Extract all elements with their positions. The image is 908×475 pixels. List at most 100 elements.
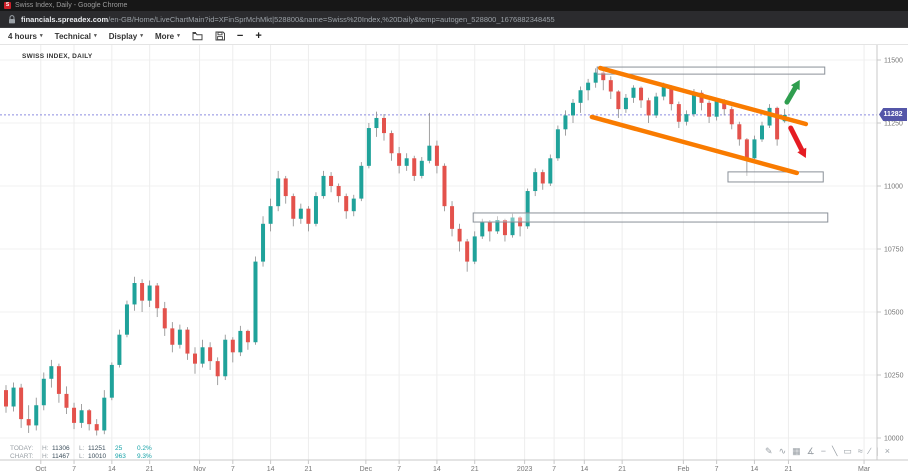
technical-dropdown[interactable]: Technical ▾ <box>55 32 97 41</box>
chevron-down-icon: ▾ <box>177 33 180 39</box>
bullish-arrow[interactable] <box>784 85 798 105</box>
svg-text:14: 14 <box>108 466 116 473</box>
svg-text:Mar: Mar <box>858 466 871 473</box>
legend-today-h-label: H: <box>42 445 49 452</box>
legend-chart-row: CHART: H: 11467 L: 10010 963 9.3% <box>10 453 161 461</box>
interval-dropdown[interactable]: 4 hours ▾ <box>8 32 43 41</box>
trendline-icon[interactable]: ╲ <box>831 446 838 456</box>
resistance-box-top[interactable] <box>596 66 826 75</box>
support-box-mid[interactable] <box>727 171 824 183</box>
legend-chart-l-label: L: <box>79 453 85 460</box>
save-icon <box>215 31 225 41</box>
save-chart-button[interactable] <box>215 31 225 41</box>
spreadex-favicon: S <box>4 2 11 9</box>
svg-text:10000: 10000 <box>884 436 904 443</box>
divider: | <box>876 446 879 456</box>
technical-dropdown-label: Technical <box>54 31 91 41</box>
svg-text:10750: 10750 <box>884 247 904 254</box>
window-title: Swiss Index, Daily - Google Chrome <box>15 2 128 9</box>
close-drawbar-icon[interactable]: × <box>884 446 890 456</box>
legend-today-change-pct: 0.2% <box>137 445 152 452</box>
candlestick-series <box>4 68 787 436</box>
legend-chart-label: CHART: <box>10 453 34 460</box>
url-path: /en-GB/Home/LiveChartMain?id=XFinSprMchM… <box>108 14 555 24</box>
chart-toolbar: 4 hours ▾ Technical ▾ Display ▾ More ▾ <box>0 28 908 45</box>
more-dropdown[interactable]: More ▾ <box>155 32 180 41</box>
svg-text:Oct: Oct <box>35 466 46 473</box>
chevron-down-icon: ▾ <box>140 33 143 39</box>
legend-today-high: 11306 <box>52 445 70 452</box>
chart-annotations[interactable] <box>472 65 829 223</box>
svg-text:11250: 11250 <box>884 121 903 128</box>
bearish-arrow-head[interactable] <box>797 147 807 159</box>
legend-chart-change: 963 <box>115 453 126 460</box>
display-dropdown-label: Display <box>108 31 138 41</box>
legend-chart-change-pct: 9.3% <box>137 453 152 460</box>
ohlc-legend: TODAY: H: 11306 L: 11251 25 0.2% CHART: … <box>10 445 161 461</box>
url-domain: financials.spreadex.com <box>21 14 109 24</box>
svg-text:Feb: Feb <box>677 466 689 473</box>
svg-text:7: 7 <box>397 466 401 473</box>
svg-text:7: 7 <box>231 466 235 473</box>
grid-lines <box>0 45 877 460</box>
folder-icon <box>192 32 203 41</box>
chevron-down-icon: ▾ <box>39 33 43 39</box>
rectangle-tool-icon[interactable]: ▭ <box>843 446 852 456</box>
svg-text:10500: 10500 <box>884 310 904 317</box>
svg-text:7: 7 <box>715 466 719 473</box>
address-text: financials.spreadex.com/en-GB/Home/LiveC… <box>21 15 555 24</box>
svg-text:14: 14 <box>580 466 588 473</box>
more-dropdown-label: More <box>154 31 175 41</box>
chart-area[interactable]: 11500 11250 11000 10750 10500 10250 10000 Oct 7 1… <box>0 45 908 475</box>
channel-lower-line[interactable] <box>589 114 800 176</box>
horizontal-line-icon[interactable]: − <box>820 446 826 456</box>
drawing-toolbar: ✎ ∿ ▦ ∡ − ╲ ▭ ≈ ∕ | × <box>765 446 890 456</box>
trend-angle-icon[interactable]: ∡ <box>806 446 815 456</box>
legend-today-label: TODAY: <box>10 445 34 452</box>
legend-today-row: TODAY: H: 11306 L: 11251 25 0.2% <box>10 445 161 453</box>
wave-tool-icon[interactable]: ≈ <box>857 446 863 456</box>
svg-text:Nov: Nov <box>193 466 206 473</box>
channel-upper-line[interactable] <box>597 65 809 127</box>
support-box-long[interactable] <box>472 212 829 223</box>
svg-text:7: 7 <box>72 466 76 473</box>
svg-text:Dec: Dec <box>360 466 373 473</box>
zoom-in-button[interactable]: + <box>255 30 262 42</box>
ray-tool-icon[interactable]: ∕ <box>868 446 871 456</box>
svg-text:14: 14 <box>433 466 441 473</box>
svg-text:11500: 11500 <box>884 58 903 65</box>
svg-text:11000: 11000 <box>884 184 903 191</box>
open-chart-button[interactable] <box>192 31 203 41</box>
draw-pencil-icon[interactable]: ✎ <box>765 446 773 456</box>
zoom-out-button[interactable]: − <box>236 30 244 42</box>
bullish-arrow-head[interactable] <box>790 79 800 91</box>
legend-today-change: 25 <box>115 445 123 452</box>
svg-text:21: 21 <box>785 466 793 473</box>
legend-today-low: 11251 <box>88 445 106 452</box>
url-bar[interactable]: financials.spreadex.com/en-GB/Home/LiveC… <box>0 11 908 28</box>
window-titlebar[interactable]: S Swiss Index, Daily - Google Chrome <box>0 0 908 11</box>
legend-chart-h-label: H: <box>42 453 49 460</box>
svg-text:21: 21 <box>146 466 154 473</box>
ssl-lock-icon <box>9 14 15 23</box>
svg-text:2023: 2023 <box>517 466 533 473</box>
interval-dropdown-label: 4 hours <box>8 31 37 41</box>
legend-chart-low: 10010 <box>88 453 107 460</box>
svg-text:14: 14 <box>751 466 759 473</box>
legend-chart-high: 11467 <box>52 453 70 460</box>
svg-text:7: 7 <box>552 466 556 473</box>
bearish-arrow[interactable] <box>788 125 805 153</box>
current-price-badge: 11282 <box>879 108 907 121</box>
svg-text:14: 14 <box>267 466 275 473</box>
fib-grid-icon[interactable]: ▦ <box>792 446 801 456</box>
svg-text:21: 21 <box>471 466 479 473</box>
svg-text:10250: 10250 <box>884 373 904 380</box>
chart-symbol-label: SWISS INDEX, DAILY <box>22 53 93 60</box>
chevron-down-icon: ▾ <box>93 33 97 39</box>
display-dropdown[interactable]: Display ▾ <box>109 32 143 41</box>
freehand-curve-icon[interactable]: ∿ <box>778 446 787 456</box>
legend-today-l-label: L: <box>79 445 85 452</box>
